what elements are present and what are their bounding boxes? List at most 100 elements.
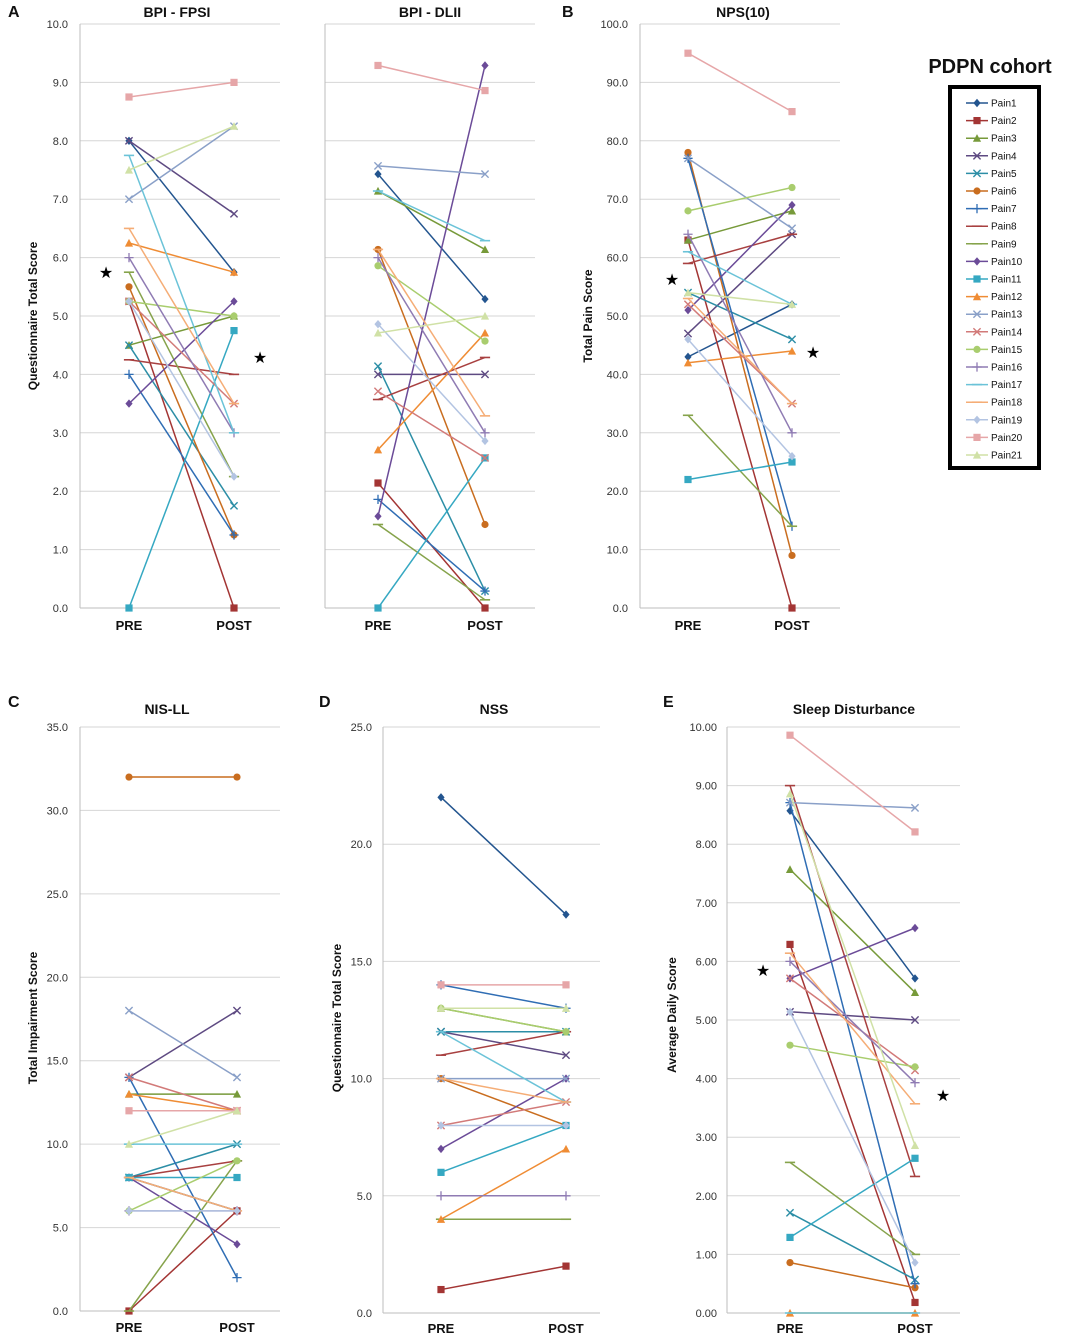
series-pain21 <box>436 1004 571 1012</box>
data-point-pre <box>786 731 794 739</box>
data-point-post <box>788 551 796 560</box>
legend-item: Pain7 <box>966 204 1017 215</box>
series-line <box>128 1160 238 1312</box>
y-tick-label: 35.0 <box>47 722 68 734</box>
series-line <box>377 356 486 401</box>
data-point-post <box>229 209 239 218</box>
x-tick-label-pre: PRE <box>777 1321 804 1336</box>
series-line <box>687 186 793 212</box>
series-pain3 <box>683 206 797 244</box>
y-tick-label: 30.0 <box>607 428 628 440</box>
series-line <box>377 498 486 592</box>
y-tick-label: 30.0 <box>47 805 68 817</box>
y-tick-label: 3.0 <box>53 428 68 440</box>
series-line <box>440 796 567 916</box>
series-line <box>128 286 235 536</box>
series-pain18 <box>123 227 240 405</box>
data-point-post <box>911 923 919 933</box>
data-point-post <box>229 122 239 130</box>
series-line <box>377 190 486 242</box>
data-point-post <box>788 458 796 466</box>
data-point-pre <box>124 1089 134 1098</box>
series-line <box>377 457 486 609</box>
series-line <box>377 365 486 592</box>
chart-title: NPS(10) <box>716 4 770 20</box>
series-line <box>128 242 235 273</box>
y-tick-label: 15.0 <box>351 956 372 968</box>
y-tick-label: 7.0 <box>53 194 68 206</box>
series-line <box>440 1030 567 1056</box>
x-tick-label-post: POST <box>774 618 809 633</box>
series-line <box>687 251 793 305</box>
legend-item: Pain6 <box>966 187 1017 198</box>
y-tick-label: 90.0 <box>607 77 628 89</box>
data-point-post <box>787 206 797 215</box>
series-line <box>128 81 235 98</box>
data-point-pre <box>684 148 692 157</box>
significance-star-post: ★ <box>806 345 820 362</box>
series-pain6 <box>374 245 489 529</box>
significance-star-pre: ★ <box>756 963 770 980</box>
data-point-post <box>788 108 796 116</box>
series-line <box>789 802 916 1284</box>
legend-label: Pain10 <box>991 257 1023 268</box>
x-tick-label-pre: PRE <box>116 618 143 633</box>
series-pain13 <box>436 1074 571 1083</box>
y-tick-label: 6.00 <box>696 956 717 968</box>
series-pain8 <box>123 1160 243 1179</box>
series-pain14 <box>373 387 490 463</box>
series-line <box>377 257 486 434</box>
data-point-pre <box>373 328 383 337</box>
legend-label: Pain16 <box>991 363 1023 374</box>
series-line <box>687 239 793 609</box>
data-point-pre <box>125 297 133 306</box>
data-point-pre <box>125 1206 133 1216</box>
panel-letter: A <box>8 4 20 21</box>
legend-label: Pain11 <box>991 275 1022 286</box>
data-point-post <box>230 327 238 335</box>
data-point-pre <box>124 136 134 145</box>
data-point-pre <box>374 61 382 70</box>
data-point-post <box>480 328 490 337</box>
y-tick-label: 6.0 <box>53 253 68 265</box>
data-point-pre <box>373 494 383 504</box>
legend-swatch-marker <box>973 98 981 108</box>
legend-item: Pain12 <box>966 292 1023 303</box>
series-pain10 <box>374 61 489 521</box>
legend-item: Pain2 <box>966 116 1017 127</box>
data-point-post <box>911 1154 919 1162</box>
legend-item: Pain5 <box>966 169 1017 180</box>
series-pain11 <box>684 458 796 484</box>
legend-label: Pain18 <box>991 398 1023 409</box>
series-pain5 <box>373 362 490 596</box>
series-pain10 <box>684 200 796 315</box>
series-line <box>128 373 235 536</box>
data-point-pre <box>124 1073 134 1082</box>
legend: PDPN cohort Pain1 Pain2 Pain3 Pain4 Pain5 Pai… <box>928 56 1052 470</box>
legend-item: Pain17 <box>966 380 1023 391</box>
series-pain1 <box>125 136 238 277</box>
data-point-post <box>481 337 489 345</box>
x-tick-label-post: POST <box>548 1321 583 1336</box>
data-point-pre <box>786 940 794 949</box>
series-line <box>687 338 793 457</box>
series-line <box>377 173 486 300</box>
series-line <box>789 868 916 993</box>
series-pain4 <box>373 370 490 379</box>
series-pain16 <box>683 229 797 438</box>
series-pain20 <box>437 981 570 989</box>
series-pain2 <box>437 1262 570 1294</box>
data-point-pre <box>373 362 383 371</box>
data-point-post <box>480 370 490 379</box>
data-point-pre <box>684 352 692 362</box>
series-pain13 <box>683 154 797 233</box>
data-point-post <box>233 1206 241 1216</box>
data-point-pre <box>684 305 692 315</box>
panel-letter: D <box>319 694 331 711</box>
series-pain12 <box>683 346 797 367</box>
data-point-pre <box>124 1006 134 1015</box>
series-line <box>440 1077 567 1103</box>
y-tick-label: 2.00 <box>696 1191 717 1203</box>
